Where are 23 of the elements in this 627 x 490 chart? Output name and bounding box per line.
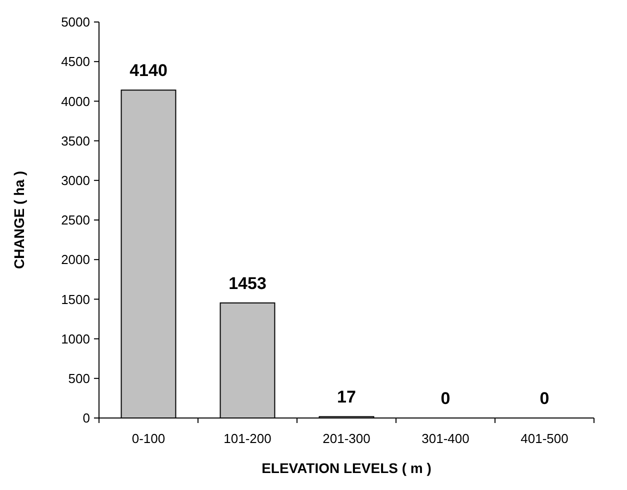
y-tick-label: 4000 [61, 94, 90, 109]
y-axis-title: CHANGE ( ha ) [11, 171, 27, 269]
data-label: 4140 [130, 61, 168, 80]
data-label: 0 [440, 389, 450, 408]
y-tick-label: 1000 [61, 331, 90, 346]
y-tick-label: 4500 [61, 54, 90, 70]
data-label: 1453 [228, 274, 266, 293]
y-tick-label: 5000 [61, 14, 90, 30]
x-tick-label: 301-400 [422, 431, 470, 446]
x-tick-label: 101-200 [224, 431, 272, 446]
y-tick-label: 3000 [61, 172, 90, 188]
x-tick-label: 0-100 [132, 431, 166, 446]
y-tick-label: 3500 [61, 133, 90, 148]
y-tick-label: 1500 [61, 292, 90, 307]
x-tick-label: 401-500 [520, 431, 568, 446]
x-tick-label: 201-300 [322, 431, 370, 446]
y-tick-label: 0 [82, 410, 90, 426]
x-axis-title: ELEVATION LEVELS ( m ) [262, 460, 432, 476]
data-label: 0 [540, 389, 550, 408]
data-label: 17 [337, 388, 356, 407]
y-tick-label: 2000 [61, 252, 90, 268]
y-tick-label: 500 [68, 370, 90, 386]
y-tick-label: 2500 [61, 212, 90, 228]
